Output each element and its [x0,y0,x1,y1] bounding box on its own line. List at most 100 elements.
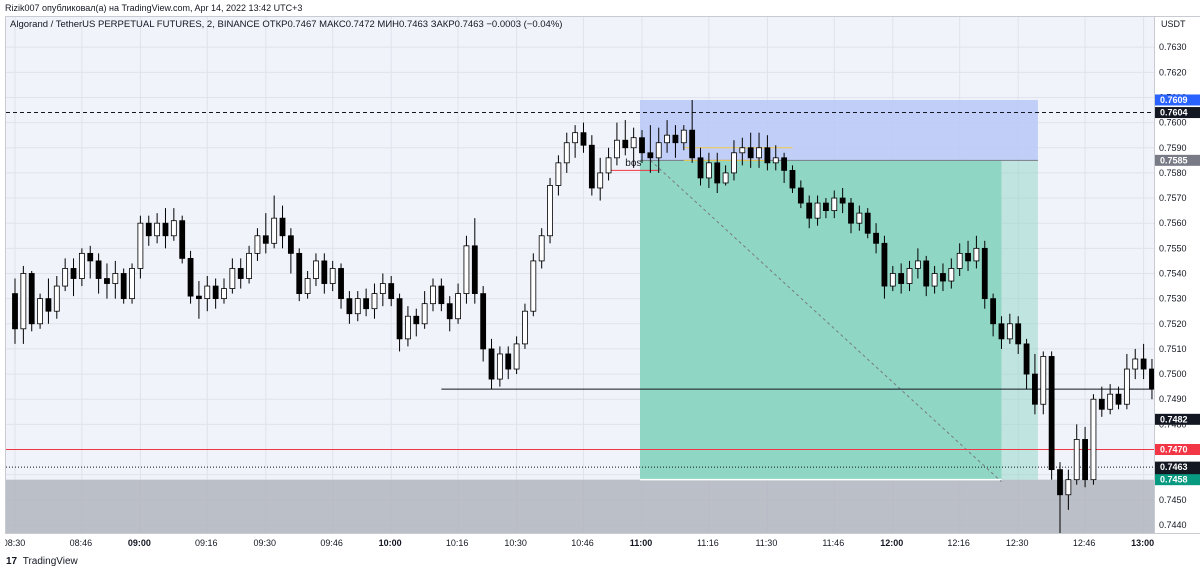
candle-body-87 [739,147,746,154]
time-tick-5: 09:46 [320,538,343,548]
candle-body-32 [279,217,286,237]
candle-body-40 [346,298,353,315]
high-value: 0.7472 [345,19,375,30]
candle-body-45 [388,283,395,300]
candle-body-0 [12,293,18,330]
publisher-text: Rizik007 опубликовал(а) на TradingView.c… [5,3,303,13]
candle-body-4 [45,298,52,312]
candle-body-134 [1132,358,1139,370]
low-label: МИН [377,19,400,30]
price-tick-5: 0.7580 [1159,168,1187,178]
price-chart[interactable]: bos [6,17,1155,534]
candle-body-19 [170,220,177,237]
candle-body-103 [873,232,879,244]
candle-body-131 [1107,393,1114,410]
low-value: 0.7463 [399,19,429,30]
price-tick-17: 0.7450 [1159,495,1187,505]
time-tick-13: 11:46 [822,538,844,548]
candle-body-33 [287,235,294,254]
price-tick-11: 0.7520 [1159,319,1187,329]
candle-body-119 [1006,323,1013,340]
candle-body-129 [1090,398,1097,481]
candle-body-100 [848,202,854,224]
open-value: 0.7467 [287,19,317,30]
candle-body-37 [321,260,328,284]
candle-body-80 [680,129,687,144]
candle-body-117 [990,298,997,325]
candle-body-5 [53,285,60,312]
grey-zone [6,479,1154,533]
candle-body-105 [889,273,896,287]
candle-body-72 [614,139,620,159]
candle-body-96 [814,202,821,219]
candle-body-110 [931,273,938,287]
candle-body-26 [229,268,236,289]
candle-body-62 [530,260,537,312]
time-tick-17: 12:46 [1073,538,1096,548]
time-tick-3: 09:16 [195,538,218,548]
candle-body-35 [304,278,311,295]
candle-body-123 [1040,356,1047,405]
price-tag-4 [1155,444,1200,456]
candle-body-69 [588,144,595,189]
candle-body-52 [446,303,453,320]
candle-body-121 [1023,343,1030,375]
price-tick-6: 0.7570 [1159,193,1187,203]
close-label: ЗАКР [430,19,455,30]
time-axis[interactable]: 08:30 08:46 09:00 09:16 09:30 09:46 10:00 10:16… [5,534,1155,552]
time-tick-18: 13:00 [1131,538,1154,548]
price-tick-4: 0.7590 [1159,143,1187,153]
candle-body-6 [62,268,69,287]
candle-body-15 [137,222,144,269]
candle-body-3 [37,298,43,325]
price-tag-text-2: 0.7585 [1160,155,1188,165]
candle-body-112 [948,268,955,282]
candle-body-59 [505,353,512,370]
candle-body-104 [881,242,888,287]
chart-pane[interactable]: bos [5,16,1155,534]
time-tick-1: 08:46 [70,538,93,548]
candle-body-132 [1115,393,1122,405]
candle-body-10 [95,260,102,279]
candle-body-114 [965,252,971,262]
price-tag-3 [1155,413,1200,425]
candle-body-60 [513,343,520,370]
price-tag-text-0: 0.7609 [1160,95,1188,105]
candle-body-73 [622,139,629,149]
candle-body-55 [471,245,478,295]
time-tick-0: 08:30 [5,538,25,548]
currency-label: USDT [1161,19,1186,29]
close-value: 0.7463 [454,19,484,30]
candle-body-54 [463,245,470,295]
time-tick-9: 10:46 [571,538,594,548]
time-tick-7: 10:16 [446,538,469,548]
price-tag-1 [1155,107,1200,119]
candle-body-98 [831,197,838,212]
candle-body-130 [1098,398,1105,410]
candle-body-92 [781,157,788,171]
candle-body-102 [864,212,871,234]
publisher-line: Rizik007 опубликовал(а) на TradingView.c… [0,0,1200,16]
candle-body-56 [480,293,487,350]
candle-body-76 [647,152,654,159]
candle-body-125 [1057,469,1063,496]
price-tag-text-5: 0.7463 [1160,462,1188,472]
candle-body-79 [672,134,679,144]
take-profit-zone-faded [1001,160,1038,480]
candle-body-1 [20,273,27,330]
candle-body-48 [413,315,420,325]
candle-body-7 [70,268,77,279]
candle-body-74 [630,137,637,149]
candle-body-95 [806,202,813,219]
candle-body-75 [639,137,645,154]
candle-body-28 [246,252,252,279]
time-tick-6: 10:00 [379,538,402,548]
candle-body-66 [563,142,570,164]
stop-loss-zone [640,99,1038,161]
candle-body-36 [313,260,319,279]
price-axis[interactable]: 0.76300.76200.76100.76000.75900.75800.75… [1155,16,1200,534]
candle-body-25 [221,288,227,300]
tradingview-footer: 17 TradingView [6,556,78,567]
candle-body-116 [981,247,988,300]
candle-body-70 [597,172,604,189]
